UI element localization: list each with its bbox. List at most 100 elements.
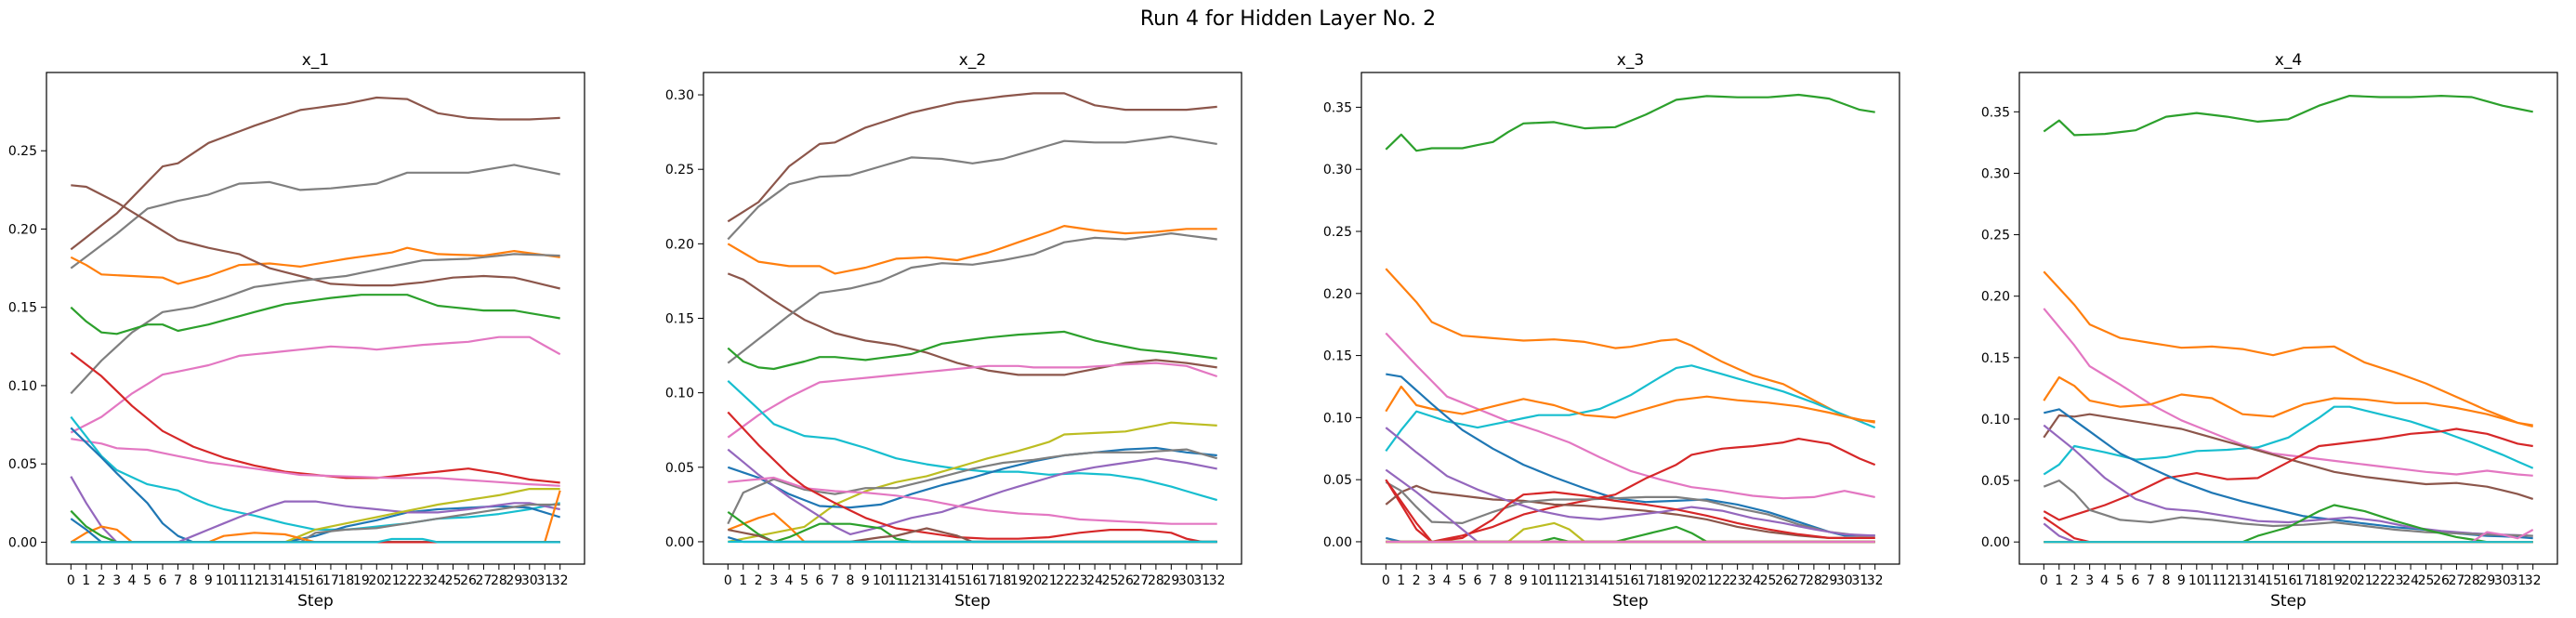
x-tick-label: 5 [2116,573,2124,588]
series-line-10 [1385,427,1875,537]
figure-title: Run 4 for Hidden Layer No. 2 [1140,7,1436,31]
y-tick-label: 0.15 [1323,349,1352,364]
series-line-5 [2043,405,2534,476]
series-line-9 [1385,480,1875,537]
series-lines [727,92,1218,544]
series-line-6 [1386,373,1875,537]
x-tick-label: 11 [230,573,247,588]
x-tick-label: 13 [2234,573,2251,588]
x-tick-label: 24 [1744,573,1761,588]
y-tick-label: 0.20 [1981,290,2010,305]
x-tick-label: 19 [353,573,370,588]
x-tick-label: 25 [1102,573,1119,588]
x-tick-label: 19 [1668,573,1685,588]
x-tick-label: 8 [2162,573,2170,588]
x-tick-label: 30 [2494,573,2511,588]
x-tick-label: 28 [2464,573,2480,588]
x-tick-label: 21 [1041,573,1058,588]
y-tick-label: 0.20 [665,237,694,252]
series-line-5 [727,232,1217,364]
x-tick-label: 30 [521,573,538,588]
series-line-6 [2043,413,2534,500]
series-line-7 [70,335,561,434]
x-tick-label: 28 [1806,573,1822,588]
subplots: 0 1 2 3 4 5 6 7 8 9 101112131415161718192021222324… [8,51,2558,611]
x-tick-label: 8 [189,573,197,588]
x-tick-label: 8 [1504,573,1512,588]
x-tick-label: 23 [2387,573,2404,588]
x-axis-label: Step [1612,592,1649,611]
y-tick-label: 0.30 [1981,166,2010,181]
x-tick-label: 18 [337,573,354,588]
series-line-10 [2043,479,2533,537]
series-line-3 [2043,308,2533,477]
x-tick-label: 4 [785,573,794,588]
x-tick-label: 31 [1193,573,1210,588]
x-tick-label: 17 [979,573,996,588]
x-tick-label: 19 [2326,573,2343,588]
x-tick-label: 10 [1531,573,1547,588]
x-tick-label: 15 [1607,573,1623,588]
y-tick-label: 0.10 [1981,413,2010,427]
x-tick-label: 23 [1729,573,1746,588]
series-line-2 [1385,268,1875,424]
x-tick-label: 9 [861,573,870,588]
y-tick-label: 0.10 [8,379,37,394]
x-tick-label: 16 [308,573,324,588]
series-line-4 [2043,375,2533,427]
x-tick-label: 21 [1699,573,1715,588]
x-tick-label: 26 [1117,573,1134,588]
x-tick-label: 13 [261,573,278,588]
x-tick-label: 8 [846,573,854,588]
subplot-title: x_4 [2275,51,2302,70]
x-tick-label: 30 [1178,573,1195,588]
series-line-6 [70,294,560,335]
x-tick-label: 25 [2418,573,2435,588]
x-tick-label: 14 [934,573,951,588]
y-tick-label: 0.30 [665,88,694,103]
x-tick-label: 10 [873,573,889,588]
y-tick-label: 0.00 [665,535,694,550]
x-tick-label: 15 [949,573,966,588]
x-tick-label: 26 [2433,573,2450,588]
series-line-19 [71,537,560,544]
x-tick-label: 7 [174,573,182,588]
x-tick-label: 26 [1775,573,1792,588]
subplot-x_2: 0 1 2 3 4 5 6 7 8 9 101112131415161718192021222324… [665,51,1242,611]
x-tick-label: 29 [1163,573,1179,588]
x-tick-label: 14 [277,573,294,588]
x-tick-label: 7 [831,573,839,588]
x-tick-label: 20 [2341,573,2358,588]
x-tick-label: 0 [67,573,75,588]
y-tick-label: 0.10 [665,387,694,401]
x-tick-label: 7 [2147,573,2155,588]
x-tick-label: 6 [1474,573,1482,588]
x-axis-label: Step [297,592,334,611]
x-tick-label: 17 [2295,573,2312,588]
x-tick-label: 21 [2357,573,2373,588]
series-line-7 [727,362,1218,439]
x-tick-label: 2 [2070,573,2079,588]
x-tick-label: 18 [2310,573,2327,588]
x-tick-label: 12 [903,573,920,588]
x-tick-label: 16 [965,573,981,588]
x-tick-label: 3 [112,573,121,588]
series-line-3 [727,225,1217,275]
x-tick-label: 5 [800,573,808,588]
x-tick-label: 24 [1086,573,1103,588]
x-tick-label: 11 [887,573,904,588]
y-tick-label: 0.00 [8,535,37,550]
x-tick-label: 2 [98,573,106,588]
x-tick-label: 6 [159,573,167,588]
x-tick-label: 10 [216,573,232,588]
x-tick-label: 23 [414,573,431,588]
x-tick-label: 1 [82,573,90,588]
x-tick-label: 31 [536,573,553,588]
x-tick-label: 3 [769,573,778,588]
x-tick-label: 32 [1209,573,1226,588]
x-tick-label: 11 [2203,573,2220,588]
y-tick-label: 0.05 [665,461,694,476]
x-tick-label: 20 [1683,573,1700,588]
x-tick-label: 12 [246,573,263,588]
